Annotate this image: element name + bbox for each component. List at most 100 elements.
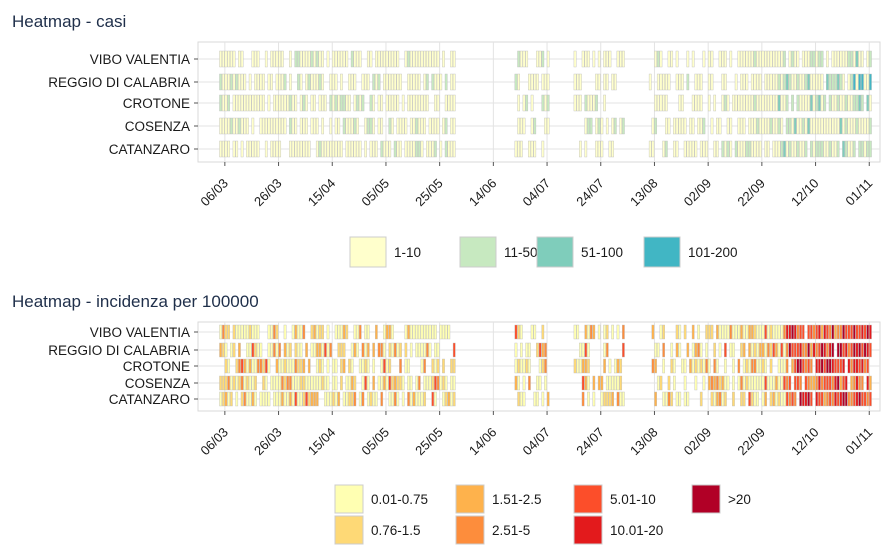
heat-tile	[366, 324, 370, 340]
heat-tile	[439, 324, 443, 340]
heat-tile	[232, 73, 236, 91]
heat-tile	[721, 140, 725, 158]
heat-tile	[611, 117, 614, 135]
heat-tile	[221, 117, 225, 135]
heat-tile	[697, 94, 700, 112]
heat-tile	[855, 94, 859, 112]
heat-tile	[584, 358, 588, 374]
heat-tile	[246, 391, 249, 407]
heat-tile	[313, 94, 316, 112]
heat-tile	[796, 94, 800, 112]
heat-tile	[235, 375, 239, 391]
heat-tile	[232, 140, 236, 158]
heat-tile	[820, 375, 824, 391]
heat-tile	[294, 391, 298, 407]
heat-tile	[777, 324, 781, 340]
heat-tile	[656, 375, 660, 391]
heat-tile	[297, 73, 300, 91]
heat-tile	[753, 324, 757, 340]
heat-tile	[275, 391, 279, 407]
heat-tile	[334, 117, 338, 135]
heat-tile	[847, 94, 851, 112]
heat-tile	[353, 73, 357, 91]
heat-tile	[662, 342, 665, 358]
heat-tile	[858, 140, 862, 158]
heat-tile	[707, 50, 711, 68]
heat-tile	[670, 391, 674, 407]
heat-tile	[764, 94, 768, 112]
heat-tile	[573, 50, 577, 68]
heat-tile	[622, 117, 625, 135]
heat-tile	[775, 94, 778, 112]
legend-label: 0.76-1.5	[371, 523, 421, 538]
heat-tile	[815, 94, 819, 112]
heat-tile	[619, 50, 623, 68]
legend-label: 1-10	[394, 245, 421, 260]
heat-tile	[272, 342, 276, 358]
x-tick-label: 02/09	[681, 176, 715, 210]
heat-tile	[758, 140, 762, 158]
heat-tile	[417, 50, 421, 68]
heat-tile	[254, 391, 257, 407]
heat-tile	[793, 140, 797, 158]
heat-tile	[866, 391, 870, 407]
heat-tile	[227, 140, 231, 158]
x-tick-label: 01/11	[842, 176, 875, 209]
x-tick-label: 04/07	[520, 425, 554, 459]
heat-tile	[388, 50, 392, 68]
heat-tile	[251, 342, 255, 358]
heat-tile	[366, 358, 370, 374]
heat-tile	[404, 342, 408, 358]
heat-tile	[224, 358, 228, 374]
heat-tile	[686, 140, 690, 158]
heat-tile	[520, 391, 523, 407]
heat-tile	[420, 391, 424, 407]
heat-tile	[383, 50, 386, 68]
heat-tile	[444, 117, 448, 135]
heat-tile	[584, 375, 588, 391]
heat-tile	[748, 391, 751, 407]
heat-tile	[520, 140, 523, 158]
heat-tile	[264, 50, 268, 68]
heat-tile	[318, 358, 322, 374]
heat-tile	[323, 94, 327, 112]
heat-tile	[850, 342, 853, 358]
heat-tile	[858, 391, 862, 407]
heat-tile	[337, 117, 341, 135]
heat-tile	[734, 94, 738, 112]
heat-tile	[221, 342, 225, 358]
heat-tile	[603, 391, 606, 407]
heat-tile	[801, 342, 805, 358]
heat-tile	[750, 73, 754, 91]
heat-tile	[517, 391, 521, 407]
heat-tile	[836, 342, 840, 358]
heat-tile	[613, 73, 617, 91]
heat-tile	[243, 73, 247, 91]
heat-tile	[667, 375, 671, 391]
heat-tile	[415, 391, 418, 407]
heat-tile	[380, 342, 384, 358]
heat-tile	[775, 50, 778, 68]
heat-tile	[350, 391, 354, 407]
heat-tile	[783, 342, 786, 358]
heat-tile	[514, 358, 518, 374]
heat-tile	[600, 140, 604, 158]
heat-tile	[592, 50, 596, 68]
heat-tile	[541, 358, 545, 374]
heat-tile	[597, 73, 601, 91]
heat-tile	[224, 140, 228, 158]
heat-tile	[651, 117, 655, 135]
heat-tile	[828, 140, 832, 158]
heat-tile	[842, 140, 845, 158]
heat-tile	[340, 375, 343, 391]
heat-tile	[530, 324, 534, 340]
heat-tile	[230, 50, 233, 68]
heat-tile	[412, 140, 416, 158]
heat-tile	[385, 358, 389, 374]
heat-tile	[785, 342, 789, 358]
heat-tile	[584, 324, 588, 340]
heat-tile	[356, 50, 359, 68]
heat-tile	[219, 117, 222, 135]
heat-tile	[310, 117, 314, 135]
